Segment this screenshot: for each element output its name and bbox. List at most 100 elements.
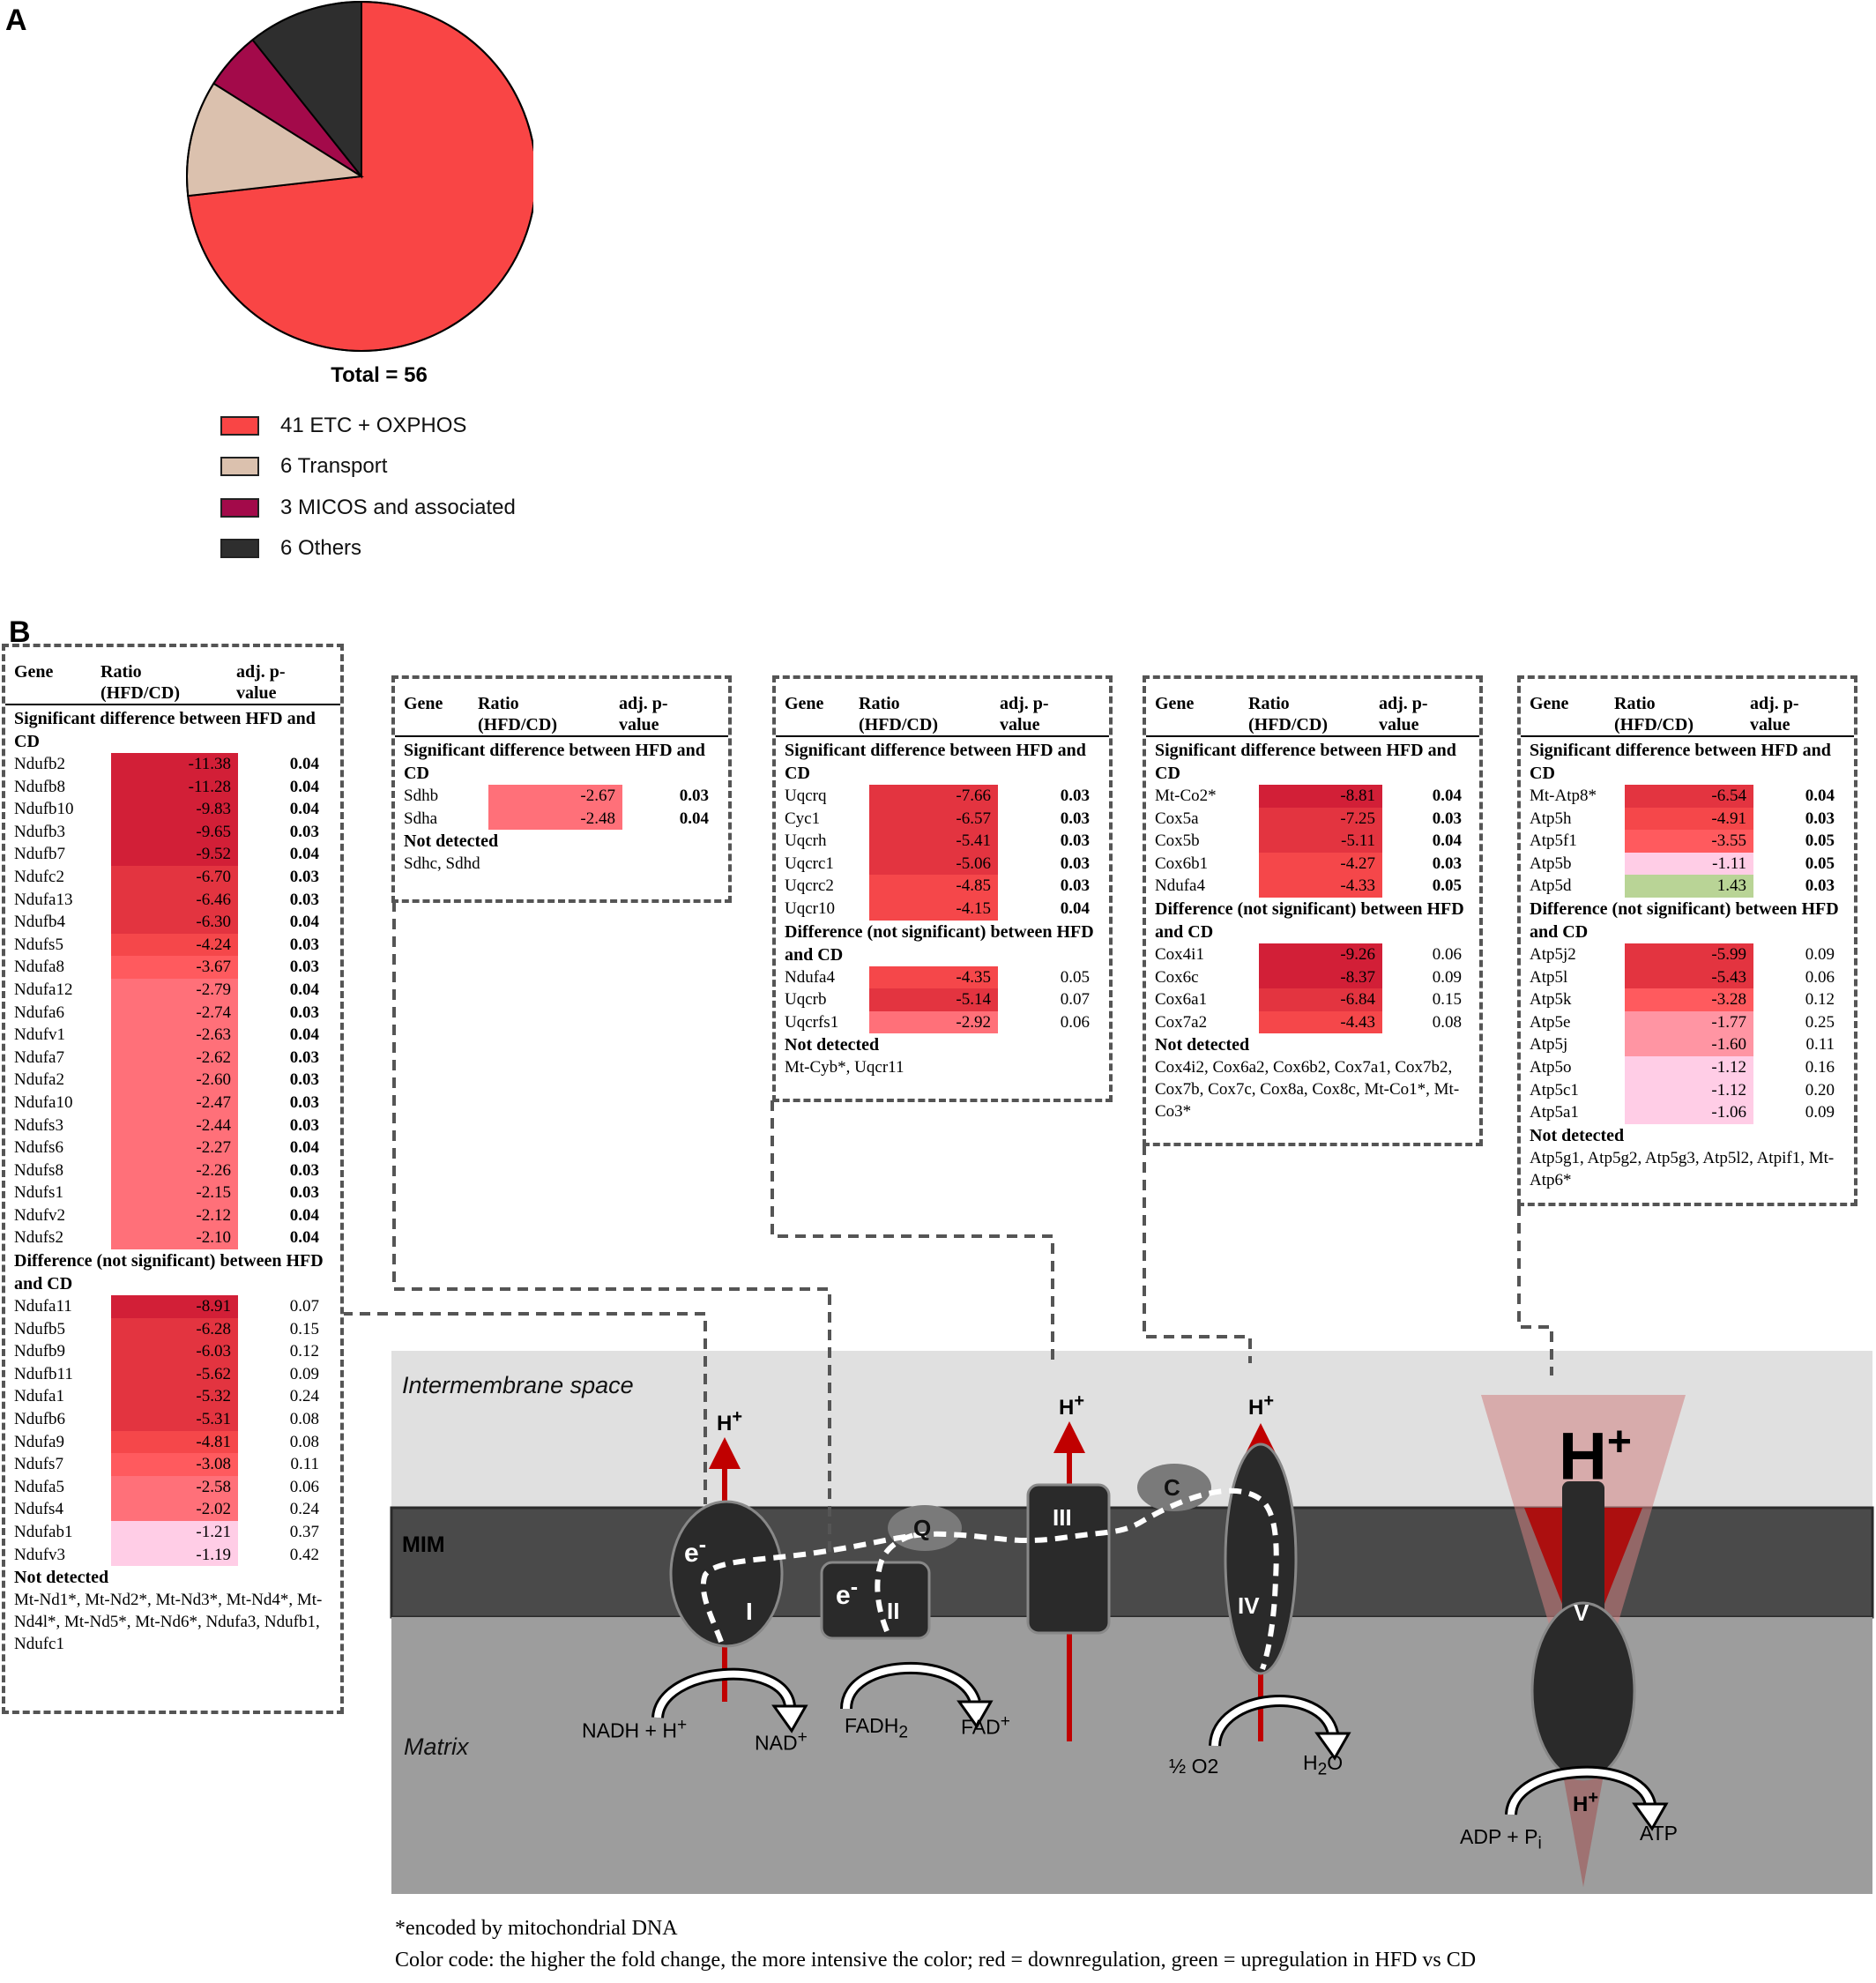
nadh-arrowhead bbox=[771, 1704, 808, 1733]
gene-name: Atp5l bbox=[1530, 967, 1568, 987]
table-row: Ndufs4 -2.02 0.24 bbox=[5, 1498, 340, 1521]
not-detected-list: Cox4i2, Cox6a2, Cox6b2, Cox7a1, Cox7b2, … bbox=[1155, 1058, 1460, 1122]
pvalue-cell: 0.08 bbox=[1432, 1012, 1462, 1032]
gene-name: Cox5a bbox=[1155, 809, 1199, 828]
gene-name: Atp5e bbox=[1530, 1012, 1571, 1032]
header-ratio: Ratio (HFD/CD) bbox=[100, 662, 180, 703]
gene-name: Cox6c bbox=[1155, 967, 1199, 987]
gene-name: Ndufs8 bbox=[14, 1160, 63, 1180]
gene-name: Ndufv3 bbox=[14, 1545, 66, 1564]
proton-symbol: H bbox=[1559, 1419, 1607, 1495]
header-ratio: Ratio (HFD/CD) bbox=[478, 694, 557, 734]
pvalue-cell: 0.04 bbox=[1432, 786, 1462, 805]
pvalue-cell: 0.07 bbox=[289, 1297, 319, 1316]
nad-label: NAD+ bbox=[755, 1728, 808, 1756]
gene-name: Ndufs1 bbox=[14, 1183, 63, 1203]
nad-text: NAD bbox=[755, 1731, 798, 1755]
complex-v-head bbox=[1530, 1601, 1636, 1781]
ratio-cell: -1.21 bbox=[111, 1521, 238, 1544]
pvalue-cell: 0.03 bbox=[289, 822, 319, 841]
pvalue-cell: 0.42 bbox=[289, 1545, 319, 1564]
ratio-cell: -5.31 bbox=[111, 1408, 238, 1431]
footnote-color-code: Color code: the higher the fold change, … bbox=[395, 1949, 1477, 1972]
ratio-cell: -1.11 bbox=[1625, 852, 1753, 876]
pvalue-cell: 0.03 bbox=[1060, 809, 1090, 828]
gene-name: Ndufs5 bbox=[14, 935, 63, 954]
pvalue-cell: 0.04 bbox=[289, 980, 319, 999]
table-row: Uqcrc1 -5.06 0.03 bbox=[776, 852, 1109, 876]
pvalue-cell: 0.03 bbox=[289, 1160, 319, 1180]
pvalue-cell: 0.04 bbox=[289, 777, 319, 796]
gene-name: Atp5h bbox=[1530, 809, 1572, 828]
section-significant: Significant difference between HFD and C… bbox=[785, 741, 1086, 783]
gene-name: Ndufa10 bbox=[14, 1092, 73, 1112]
legend-label: 6 Transport bbox=[280, 454, 388, 478]
fadh2-subscript: 2 bbox=[898, 1723, 908, 1742]
ratio-cell: -4.15 bbox=[869, 897, 998, 921]
header-pvalue: adj. p-value bbox=[1750, 694, 1799, 734]
table-row: Ndufa7 -2.62 0.03 bbox=[5, 1046, 340, 1070]
pvalue-cell: 0.03 bbox=[289, 958, 319, 977]
table-row: Atp5d 1.43 0.03 bbox=[1521, 875, 1854, 898]
adp-label: ADP + Pi bbox=[1460, 1825, 1542, 1854]
ratio-cell: -11.38 bbox=[111, 753, 238, 776]
table-row: Ndufb8 -11.28 0.04 bbox=[5, 775, 340, 799]
gene-name: Uqcrc2 bbox=[785, 876, 834, 896]
table-row: Ndufv2 -2.12 0.04 bbox=[5, 1204, 340, 1227]
ratio-cell: -2.26 bbox=[111, 1159, 238, 1182]
pvalue-cell: 0.04 bbox=[289, 1205, 319, 1225]
pvalue-cell: 0.05 bbox=[1805, 831, 1835, 851]
gene-name: Ndufb8 bbox=[14, 777, 66, 796]
header-pvalue: adj. p-value bbox=[236, 662, 286, 703]
gene-name: Ndufa4 bbox=[1155, 876, 1205, 896]
gene-name: Ndufa5 bbox=[14, 1477, 64, 1496]
complex-iii bbox=[1026, 1483, 1111, 1635]
proton-symbol: H bbox=[1573, 1793, 1589, 1816]
ratio-cell: -2.12 bbox=[111, 1204, 238, 1227]
table-row: Atp5j -1.60 0.11 bbox=[1521, 1033, 1854, 1056]
ratio-cell: -11.28 bbox=[111, 775, 238, 799]
table-row: Ndufv3 -1.19 0.42 bbox=[5, 1543, 340, 1567]
gene-name: Uqcrfs1 bbox=[785, 1012, 839, 1032]
section-not-significant: Difference (not significant) between HFD… bbox=[785, 921, 1094, 965]
gene-name: Uqcrc1 bbox=[785, 854, 834, 873]
complex-iii-label: III bbox=[1053, 1504, 1072, 1531]
o2-arrowhead bbox=[1314, 1732, 1351, 1761]
pvalue-cell: 0.09 bbox=[289, 1364, 319, 1383]
proton-charge: + bbox=[1606, 1419, 1632, 1465]
table-row: Uqcrb -5.14 0.07 bbox=[776, 988, 1109, 1011]
gene-name: Ndufb3 bbox=[14, 822, 66, 841]
section-not-detected: Not detected bbox=[1155, 1035, 1250, 1055]
header-ratio: Ratio (HFD/CD) bbox=[1248, 694, 1328, 734]
pvalue-cell: 0.09 bbox=[1805, 944, 1835, 964]
table-row: Mt-Co2* -8.81 0.04 bbox=[1146, 785, 1479, 808]
table-row: Ndufa4 -4.35 0.05 bbox=[776, 965, 1109, 989]
o2-reaction-arrow-inner bbox=[1211, 1697, 1336, 1747]
pvalue-cell: 0.03 bbox=[1060, 876, 1090, 896]
ratio-cell: -2.92 bbox=[869, 1010, 998, 1034]
ratio-cell: -4.81 bbox=[111, 1430, 238, 1454]
table-row: Uqcrfs1 -2.92 0.06 bbox=[776, 1010, 1109, 1034]
pvalue-cell: 0.03 bbox=[289, 1115, 319, 1135]
header-gene: Gene bbox=[14, 662, 54, 682]
footnote-mito: *encoded by mitochondrial DNA bbox=[395, 1917, 678, 1940]
legend-label: 6 Others bbox=[280, 536, 362, 560]
matrix-label: Matrix bbox=[404, 1733, 469, 1760]
ratio-cell: -9.26 bbox=[1259, 943, 1382, 966]
legend-swatch bbox=[220, 498, 259, 518]
gene-name: Uqcr10 bbox=[785, 898, 835, 918]
pvalue-cell: 0.04 bbox=[1060, 898, 1090, 918]
panel-b-label: B bbox=[9, 615, 31, 649]
section-significant: Significant difference between HFD and C… bbox=[404, 741, 705, 783]
pvalue-cell: 0.03 bbox=[289, 890, 319, 909]
gene-name: Cox7a2 bbox=[1155, 1012, 1208, 1032]
table-row: Ndufc2 -6.70 0.03 bbox=[5, 865, 340, 889]
complex-i-table: Gene Ratio (HFD/CD) adj. p-value Significan… bbox=[2, 644, 344, 1714]
gene-name: Cox5b bbox=[1155, 831, 1200, 851]
table-row: Uqcr10 -4.15 0.04 bbox=[776, 897, 1109, 921]
table-row: Ndufa8 -3.67 0.03 bbox=[5, 956, 340, 979]
ratio-cell: -5.06 bbox=[869, 852, 998, 876]
ratio-cell: -3.08 bbox=[111, 1453, 238, 1476]
ratio-cell: -8.81 bbox=[1259, 785, 1382, 808]
gene-name: Atp5d bbox=[1530, 876, 1572, 896]
